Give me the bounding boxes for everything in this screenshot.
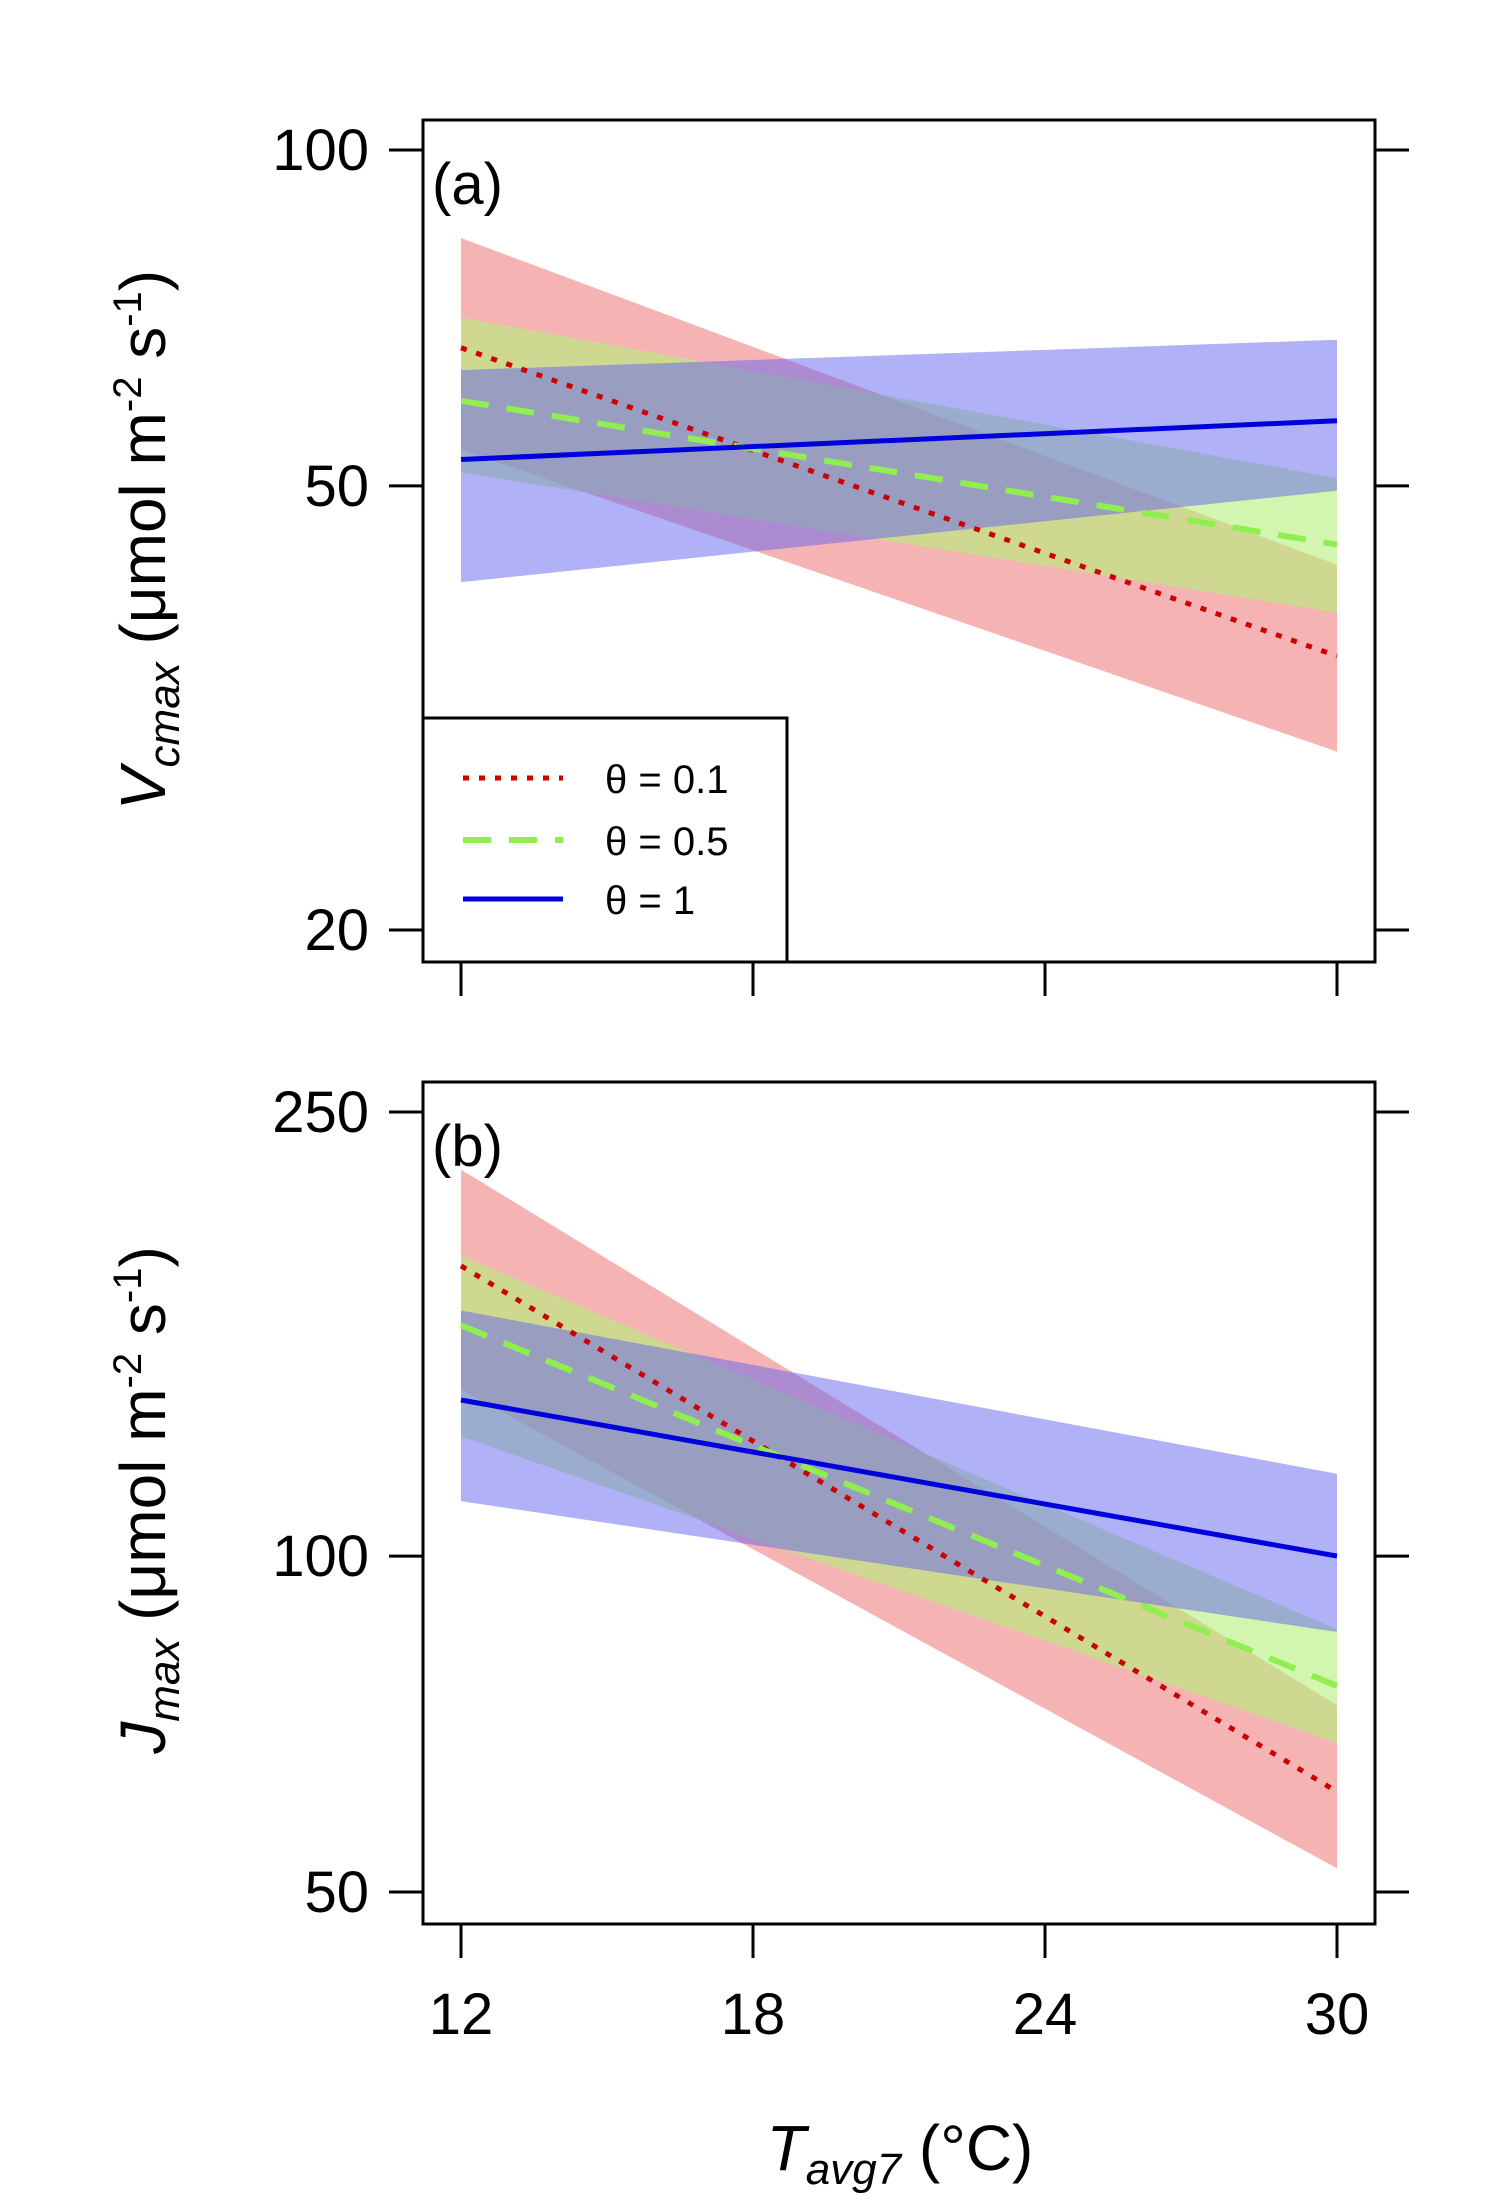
panel-a-y-axis-title: Vcmax (μmol m-2 s-1)	[106, 270, 189, 810]
legend-entry-theta-0-1: θ = 0.1	[605, 758, 728, 802]
panel-b: 50 100 250 12 18 24 30 (b) Jmax (μmol m-2 s-1)…	[106, 1080, 1409, 2194]
y-tick-label: 50	[304, 454, 369, 519]
panel-a-axes: 20 50 100	[272, 118, 1409, 996]
panel-b-lines	[459, 1263, 1339, 1794]
x-tick-label: 30	[1305, 1982, 1370, 2047]
y-tick-label: 50	[304, 1860, 369, 1925]
band-theta-1	[461, 339, 1337, 583]
panel-a-plot-frame	[421, 118, 1377, 964]
y-tick-label: 100	[272, 1524, 369, 1589]
x-tick-label: 18	[721, 1982, 786, 2047]
x-tick-label: 24	[1013, 1982, 1078, 2047]
line-theta-0-1	[460, 345, 1338, 659]
line-theta-0-5	[460, 397, 1338, 548]
panel-a: 20 50 100 (a) θ = 0.1 θ = 0.5 θ = 1 Vcmax …	[106, 118, 1409, 996]
panel-b-y-axis-title: Jmax (μmol m-2 s-1)	[106, 1246, 189, 1755]
band-theta-1	[461, 1310, 1337, 1632]
legend: θ = 0.1 θ = 0.5 θ = 1	[421, 716, 789, 964]
x-axis-title: Tavg7 (°C)	[767, 2112, 1034, 2194]
y-tick-label: 100	[272, 118, 369, 183]
line-theta-1	[460, 1397, 1338, 1559]
line-theta-0-1	[459, 1263, 1339, 1794]
line-theta-1	[460, 418, 1338, 463]
panel-b-axes: 50 100 250 12 18 24 30	[272, 1080, 1409, 2047]
panel-b-plot-frame	[421, 1080, 1377, 1926]
y-tick-label: 20	[304, 898, 369, 963]
y-tick-label: 250	[272, 1080, 369, 1145]
legend-entry-theta-0-5: θ = 0.5	[605, 820, 728, 864]
line-theta-0-5	[459, 1322, 1339, 1689]
panel-b-bands	[461, 1169, 1337, 1869]
panel-a-bands	[461, 237, 1337, 752]
legend-entry-theta-1: θ = 1	[605, 879, 695, 923]
panel-a-lines	[460, 345, 1338, 659]
panel-a-label: (a)	[432, 152, 503, 217]
panel-b-label: (b)	[432, 1114, 503, 1179]
x-tick-label: 12	[429, 1982, 494, 2047]
